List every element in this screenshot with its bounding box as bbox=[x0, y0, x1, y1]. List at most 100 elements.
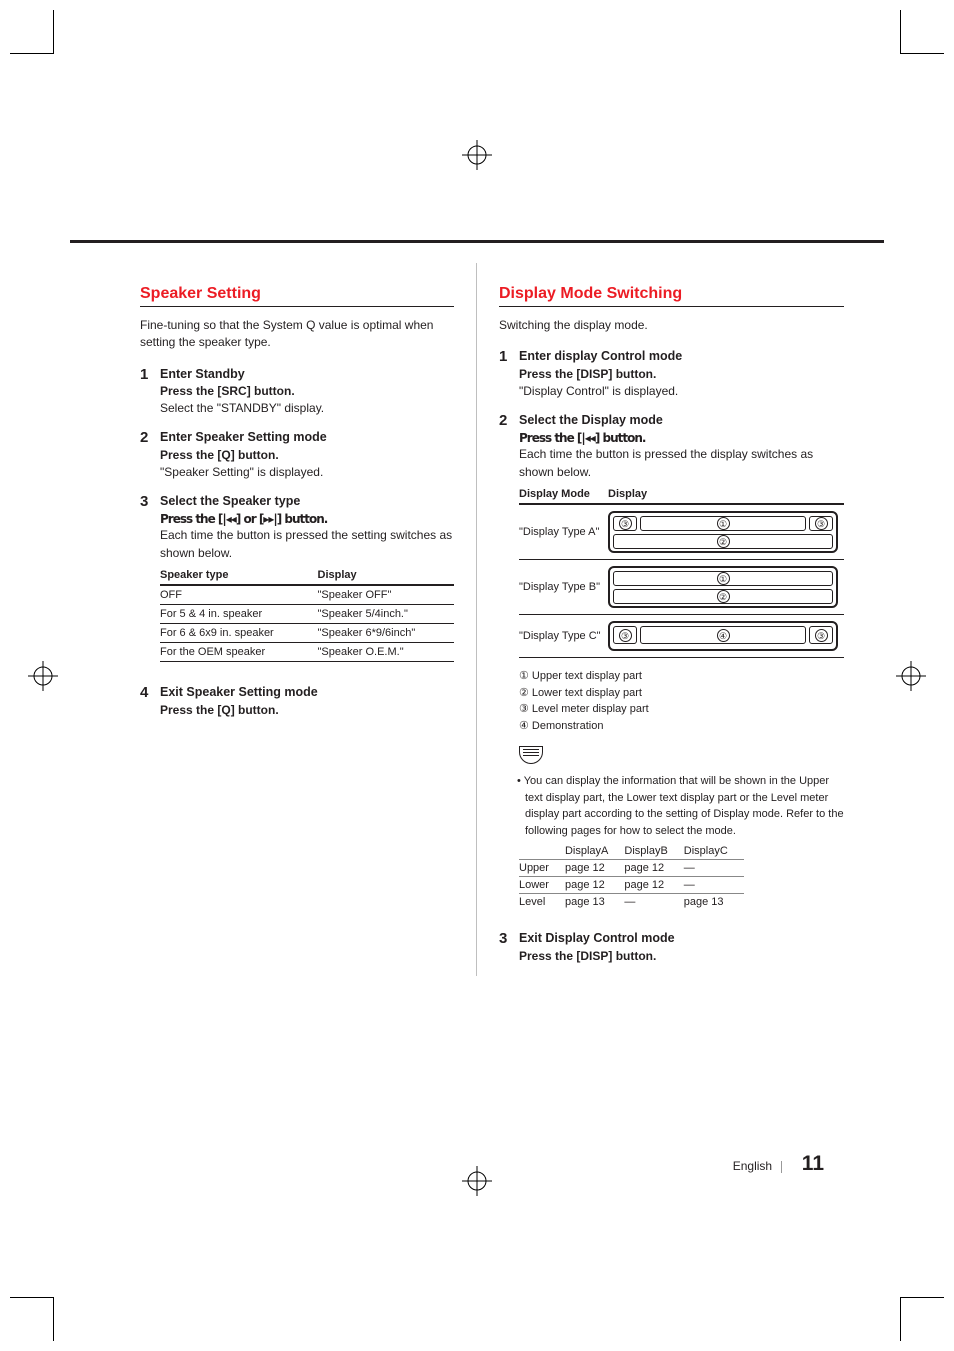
step-sub: Press the [|◂◂] button. bbox=[519, 430, 844, 447]
speaker-intro: Fine-tuning so that the System Q value i… bbox=[140, 317, 454, 352]
lcd-type-b: ① ② bbox=[608, 566, 838, 608]
crop-mark-tr bbox=[900, 10, 944, 54]
step-text: Select the "STANDBY" display. bbox=[160, 400, 454, 417]
registration-mark-left-icon bbox=[28, 661, 58, 691]
region-3-icon: ③ bbox=[815, 517, 828, 530]
legend-item: ② Lower text display part bbox=[519, 685, 844, 702]
title-rule-left bbox=[140, 306, 454, 307]
step-head: Exit Speaker Setting mode bbox=[160, 684, 454, 702]
step-head: Enter display Control mode bbox=[519, 348, 844, 366]
left-step-1: 1 Enter Standby Press the [SRC] button. … bbox=[140, 366, 454, 418]
step-sub: Press the [Q] button. bbox=[160, 447, 454, 464]
table-row: "Display Type C" ③ ④ ③ bbox=[519, 615, 844, 658]
region-4-icon: ④ bbox=[717, 629, 730, 642]
content-columns: Speaker Setting Fine-tuning so that the … bbox=[70, 263, 884, 976]
step-number: 1 bbox=[140, 366, 152, 418]
right-step-2: 2 Select the Display mode Press the [|◂◂… bbox=[499, 412, 844, 918]
registration-mark-bottom-icon bbox=[462, 1166, 492, 1196]
step-number: 2 bbox=[499, 412, 511, 918]
table-row: For the OEM speaker"Speaker O.E.M." bbox=[160, 643, 454, 662]
table-cell: "Speaker 5/4inch." bbox=[318, 605, 454, 624]
region-2-icon: ② bbox=[717, 535, 730, 548]
table-cell: "Speaker OFF" bbox=[318, 585, 454, 605]
step-sub: Press the [SRC] button. bbox=[160, 383, 454, 400]
step-number: 3 bbox=[140, 493, 152, 672]
table-cell: "Speaker 6*9/6inch" bbox=[318, 624, 454, 643]
right-step-1: 1 Enter display Control mode Press the [… bbox=[499, 348, 844, 400]
table-header: DisplayB bbox=[624, 843, 683, 860]
left-step-3: 3 Select the Speaker type Press the [|◂◂… bbox=[140, 493, 454, 672]
table-row: Upperpage 12page 12— bbox=[519, 860, 744, 877]
left-step-4: 4 Exit Speaker Setting mode Press the [Q… bbox=[140, 684, 454, 718]
table-row: "Display Type B" ① ② bbox=[519, 560, 844, 615]
lcd-type-c: ③ ④ ③ bbox=[608, 621, 838, 651]
title-rule-right bbox=[499, 306, 844, 307]
step-number: 1 bbox=[499, 348, 511, 400]
page-number: 11 bbox=[802, 1152, 824, 1175]
left-step-2: 2 Enter Speaker Setting mode Press the [… bbox=[140, 429, 454, 481]
table-cell: page 12 bbox=[624, 860, 683, 877]
table-cell: OFF bbox=[160, 585, 318, 605]
table-cell: — bbox=[684, 860, 744, 877]
footer-divider bbox=[781, 1161, 782, 1173]
table-cell: For 6 & 6x9 in. speaker bbox=[160, 624, 318, 643]
note-icon bbox=[519, 746, 543, 764]
table-cell: Lower bbox=[519, 877, 565, 894]
speaker-type-table: Speaker type Display OFF"Speaker OFF" Fo… bbox=[160, 566, 454, 662]
table-header: DisplayA bbox=[565, 843, 624, 860]
table-cell: Upper bbox=[519, 860, 565, 877]
crop-mark-tl bbox=[10, 10, 54, 54]
table-header: DisplayC bbox=[684, 843, 744, 860]
step-sub: Press the [DISP] button. bbox=[519, 948, 844, 965]
display-mode-label: "Display Type C" bbox=[519, 615, 608, 658]
table-header-row: Speaker type Display bbox=[160, 566, 454, 585]
step-text: "Speaker Setting" is displayed. bbox=[160, 464, 454, 481]
table-header-row: Display Mode Display bbox=[519, 485, 844, 504]
speaker-setting-title: Speaker Setting bbox=[140, 285, 454, 303]
page-footer: English 11 bbox=[733, 1152, 824, 1176]
step-text: Each time the button is pressed the sett… bbox=[160, 527, 454, 562]
header-rule bbox=[70, 240, 884, 243]
table-cell: page 12 bbox=[624, 877, 683, 894]
table-cell: — bbox=[684, 877, 744, 894]
page: Speaker Setting Fine-tuning so that the … bbox=[0, 0, 954, 1351]
step-sub: Press the [|◂◂] or [▸▸|] button. bbox=[160, 511, 454, 528]
table-cell: Level bbox=[519, 894, 565, 911]
display-diagram-c: ③ ④ ③ bbox=[608, 615, 844, 658]
display-diagram-b: ① ② bbox=[608, 560, 844, 615]
crop-mark-br bbox=[900, 1297, 944, 1341]
step-number: 4 bbox=[140, 684, 152, 718]
region-1-icon: ① bbox=[717, 572, 730, 585]
right-step-3: 3 Exit Display Control mode Press the [D… bbox=[499, 930, 844, 964]
registration-mark-top-icon bbox=[462, 140, 492, 170]
step-sub: Press the [DISP] button. bbox=[519, 366, 844, 383]
table-header: Display bbox=[318, 566, 454, 585]
note-body: You can display the information that wil… bbox=[524, 775, 844, 837]
table-row: "Display Type A" ③ ① ③ ② bbox=[519, 504, 844, 560]
left-column: Speaker Setting Fine-tuning so that the … bbox=[70, 263, 477, 976]
display-intro: Switching the display mode. bbox=[499, 317, 844, 334]
display-mode-table: Display Mode Display "Display Type A" ③ … bbox=[519, 485, 844, 658]
legend-item: ① Upper text display part bbox=[519, 668, 844, 685]
mode-page-table: DisplayA DisplayB DisplayC Upper page 12p… bbox=[519, 843, 744, 910]
table-cell: For the OEM speaker bbox=[160, 643, 318, 662]
legend-item: ④ Demonstration bbox=[519, 718, 844, 735]
region-3-icon: ③ bbox=[619, 517, 632, 530]
table-header: Display bbox=[608, 485, 844, 504]
table-header: Speaker type bbox=[160, 566, 318, 585]
table-row: OFF"Speaker OFF" bbox=[160, 585, 454, 605]
region-3-icon: ③ bbox=[815, 629, 828, 642]
step-text: Each time the button is pressed the disp… bbox=[519, 446, 844, 481]
step-number: 2 bbox=[140, 429, 152, 481]
region-2-icon: ② bbox=[717, 590, 730, 603]
step-text: "Display Control" is displayed. bbox=[519, 383, 844, 400]
display-mode-label: "Display Type A" bbox=[519, 504, 608, 560]
table-header: Display Mode bbox=[519, 485, 608, 504]
step-head: Select the Display mode bbox=[519, 412, 844, 430]
step-head: Enter Standby bbox=[160, 366, 454, 384]
step-sub-text: Press the [|◂◂] button. bbox=[519, 431, 645, 445]
table-header-row: DisplayA DisplayB DisplayC bbox=[519, 843, 744, 860]
table-header bbox=[519, 843, 565, 860]
step-head: Select the Speaker type bbox=[160, 493, 454, 511]
table-row: For 5 & 4 in. speaker"Speaker 5/4inch." bbox=[160, 605, 454, 624]
